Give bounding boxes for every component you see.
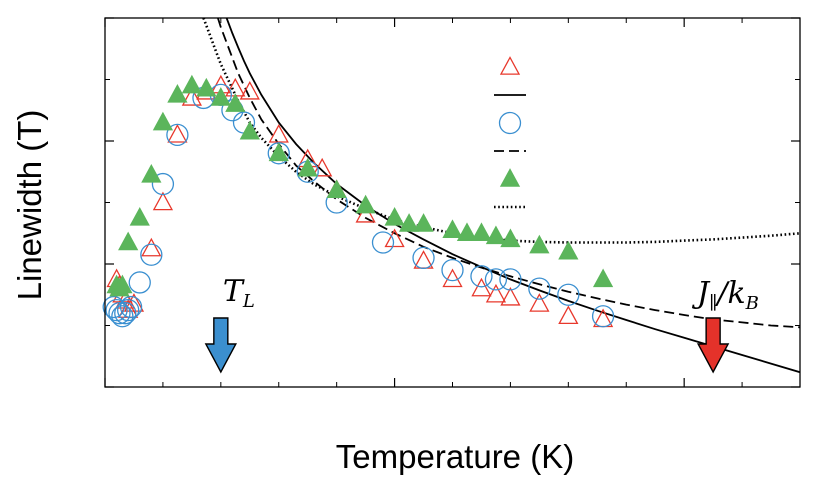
legend-swatch-marker	[499, 56, 521, 75]
data-point	[471, 222, 492, 242]
data-point	[152, 111, 174, 131]
data-point	[166, 123, 189, 147]
data-point	[152, 191, 174, 211]
j-label: J∥/kB	[691, 276, 759, 314]
data-point	[151, 172, 175, 196]
data-point	[371, 231, 395, 254]
data-point	[167, 84, 188, 103]
data-point	[128, 271, 151, 294]
data-point	[141, 237, 162, 257]
theory-line-dotted	[202, 18, 800, 244]
data-point	[141, 163, 162, 183]
experiment-markers	[102, 74, 615, 328]
tl-label-sub: L	[242, 291, 255, 312]
y-axis-title: Linewidth (T)	[11, 110, 48, 301]
data-point	[591, 305, 615, 328]
data-point	[268, 123, 289, 143]
data-point	[456, 222, 478, 242]
data-point	[118, 231, 139, 251]
data-point	[442, 219, 463, 238]
tl-label-main: T	[223, 274, 245, 309]
j-label-sub: ∥	[709, 293, 717, 314]
axes	[104, 17, 801, 388]
data-point	[112, 274, 133, 294]
data-point	[210, 87, 231, 106]
data-point	[558, 240, 579, 260]
annotations: TL J∥/kB	[204, 274, 759, 374]
data-point	[196, 77, 217, 97]
data-point	[500, 228, 521, 248]
tl-label: TL	[223, 274, 255, 312]
j-label-sub2: B	[745, 293, 759, 314]
data-point	[529, 234, 550, 254]
data-point	[111, 305, 134, 328]
x-axis-title: Temperature (K)	[336, 438, 574, 475]
data-point	[114, 302, 137, 325]
data-point	[384, 207, 405, 226]
j-label-suffix: /k	[714, 276, 745, 311]
data-point	[500, 286, 521, 306]
data-point	[398, 213, 420, 232]
data-point	[484, 268, 508, 291]
arrow-down-icon-tl	[204, 317, 238, 374]
theory-line-solid	[225, 18, 800, 374]
data-point	[558, 305, 579, 325]
data-point	[557, 283, 580, 306]
data-point	[441, 258, 464, 282]
legend	[494, 56, 526, 209]
data-point	[413, 213, 434, 232]
data-point	[102, 295, 125, 319]
data-point	[384, 228, 405, 248]
plot-frame	[104, 17, 801, 388]
theory-line-dashed	[217, 18, 800, 329]
data-point	[412, 246, 435, 270]
data-point	[225, 93, 246, 112]
data-point	[499, 268, 522, 291]
data-point	[528, 277, 551, 300]
j-label-main: J	[691, 276, 711, 311]
data-point	[181, 74, 202, 94]
data-point	[140, 243, 163, 266]
data-point	[105, 298, 128, 322]
data-point	[485, 283, 507, 303]
data-point	[355, 203, 376, 223]
data-point	[529, 293, 550, 312]
legend-swatch-marker	[498, 111, 522, 135]
data-point	[129, 207, 150, 226]
data-point	[239, 80, 260, 100]
data-point	[181, 87, 202, 106]
data-point	[326, 179, 347, 198]
theory-lines	[202, 18, 800, 374]
data-point	[239, 120, 260, 140]
data-point	[485, 225, 507, 245]
data-point	[592, 268, 614, 288]
data-point	[471, 277, 492, 297]
data-point	[108, 302, 131, 325]
legend-swatch-marker	[499, 168, 521, 187]
data-point	[297, 157, 318, 177]
data-point	[123, 293, 145, 312]
data-point	[470, 265, 493, 288]
data-point	[442, 268, 463, 288]
data-point	[355, 194, 376, 214]
data-point	[268, 142, 289, 162]
data-point	[119, 295, 143, 319]
data-point	[167, 123, 188, 143]
arrow-down-icon-j	[696, 317, 730, 374]
data-point	[117, 298, 140, 322]
